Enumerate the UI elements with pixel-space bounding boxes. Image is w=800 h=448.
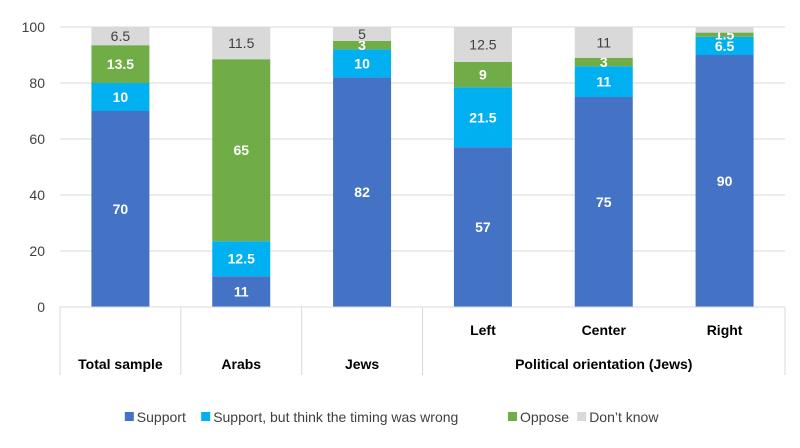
bar-segment: [453, 62, 512, 88]
data-label: 57: [475, 219, 491, 235]
legend-label: Support, but think the timing was wrong: [213, 409, 458, 425]
bar-segment: [91, 45, 150, 83]
y-tick-label: 0: [37, 299, 45, 315]
bar-segment: [212, 241, 271, 277]
legend-swatch: [508, 412, 517, 421]
legend-swatch: [201, 412, 211, 421]
y-tick-label: 40: [29, 187, 45, 203]
legend-label: Oppose: [520, 409, 569, 425]
bar-segment: [91, 111, 150, 307]
y-tick-label: 100: [22, 19, 46, 35]
data-label: 70: [113, 201, 129, 217]
x-group-label: Jews: [345, 356, 379, 372]
data-label: 12.5: [228, 251, 255, 267]
bar-segment: [574, 66, 633, 97]
y-tick-label: 80: [29, 75, 45, 91]
bar-segment: [695, 32, 754, 37]
bar-segment: [91, 27, 150, 46]
data-label: 6.5: [111, 28, 131, 44]
bar-segment: [333, 41, 392, 50]
bar-segment: [695, 27, 754, 33]
y-tick-label: 20: [29, 243, 45, 259]
data-label: 11: [596, 74, 611, 90]
legend-swatch: [124, 412, 134, 421]
bar-segment: [91, 83, 150, 111]
bar-segment: [574, 97, 633, 307]
data-label: 65: [233, 142, 249, 158]
y-tick-label: 60: [29, 131, 45, 147]
x-tick-label: Left: [470, 322, 496, 338]
bar-segment: [453, 87, 512, 148]
bar-segment: [453, 147, 512, 307]
data-label: 13.5: [107, 56, 134, 72]
data-label: 10: [113, 89, 129, 105]
data-label: 10: [354, 55, 370, 71]
legend-swatch: [577, 412, 587, 421]
x-tick-label: Center: [582, 322, 627, 338]
x-group-label: Arabs: [221, 356, 261, 372]
data-label: 5: [358, 26, 366, 42]
bar-segment: [574, 57, 633, 67]
data-label: 90: [717, 173, 733, 189]
data-label: 75: [596, 194, 612, 210]
legend-label: Support: [137, 409, 186, 425]
data-label: 6.5: [715, 38, 735, 54]
bar-segment: [695, 55, 754, 307]
bar-segment: [333, 27, 392, 41]
data-label: 11.5: [228, 35, 254, 51]
legend-label: Don’t know: [589, 409, 659, 425]
x-tick-label: Right: [707, 322, 743, 338]
bar-segment: [212, 59, 271, 242]
data-label: 11: [596, 34, 611, 50]
data-label: 9: [479, 67, 487, 83]
x-group-label: Total sample: [78, 356, 163, 372]
bar-segment: [695, 36, 754, 55]
x-group-label: Political orientation (Jews): [515, 356, 692, 372]
bar-segment: [574, 27, 633, 58]
data-label: 21.5: [469, 109, 496, 125]
data-label: 3: [358, 37, 366, 53]
data-label: 82: [354, 184, 370, 200]
data-label: 12.5: [469, 37, 496, 53]
bar-segment: [333, 77, 392, 308]
bar-segment: [212, 27, 271, 60]
bar-segment: [453, 27, 512, 62]
bar-segment: [333, 49, 392, 78]
data-label: 11: [234, 284, 249, 300]
data-label: 3: [600, 54, 608, 70]
bar-segment: [212, 276, 271, 307]
